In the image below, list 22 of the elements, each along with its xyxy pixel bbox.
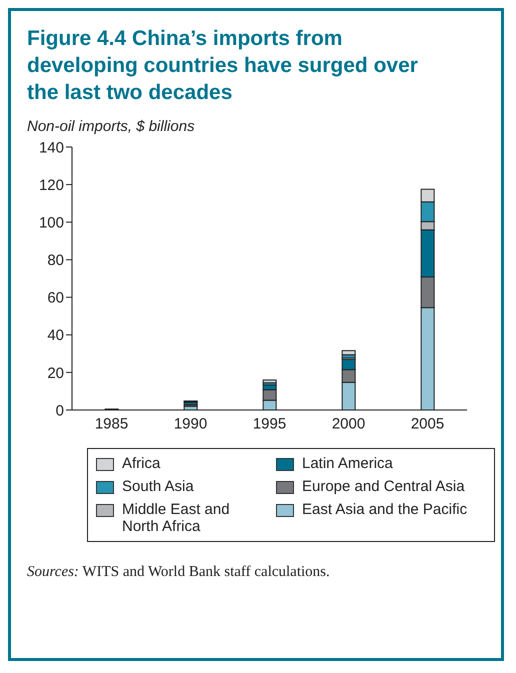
y-tick-label: 100 xyxy=(38,214,64,232)
legend-label: Middle East and North Africa xyxy=(122,501,231,535)
y-tick-label: 40 xyxy=(47,327,64,344)
y-axis-title: Non-oil imports, $ billions xyxy=(27,118,196,135)
legend-label: Latin America xyxy=(302,455,393,472)
x-tick-label: 2000 xyxy=(332,416,366,433)
source-note: Sources: WITS and World Bank staff calculations. xyxy=(27,564,330,580)
x-tick-label: 1995 xyxy=(252,416,286,433)
x-tick-label: 2005 xyxy=(410,416,444,433)
legend-label: East Asia and the Pacific xyxy=(302,501,468,518)
y-tick-label: 20 xyxy=(47,364,64,382)
y-tick-label: 140 xyxy=(38,139,64,156)
legend-label: Europe and Central Asia xyxy=(302,478,465,495)
y-tick-label: 60 xyxy=(47,290,64,307)
y-tick-label: 0 xyxy=(56,402,64,420)
legend-label: Africa xyxy=(122,455,160,472)
chart-title: Figure 4.4 China’s imports from developing countries have surged over the last two decades xyxy=(27,26,419,106)
y-tick-label: 120 xyxy=(38,176,64,194)
y-tick-label: 80 xyxy=(47,252,64,270)
legend-label: South Asia xyxy=(122,478,194,495)
x-tick-label: 1985 xyxy=(94,416,128,433)
x-tick-label: 1990 xyxy=(174,416,208,433)
